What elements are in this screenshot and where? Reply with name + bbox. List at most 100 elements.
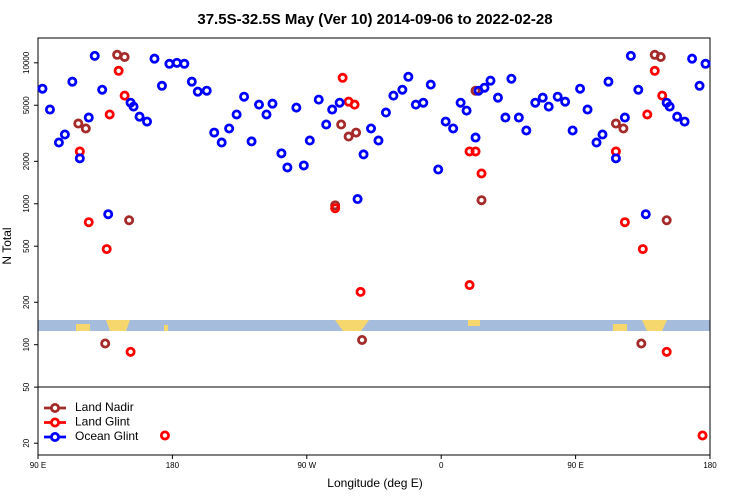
- point: [513, 112, 524, 123]
- point: [124, 215, 135, 226]
- legend-label: Land Glint: [75, 415, 130, 429]
- point: [231, 109, 242, 120]
- point: [352, 194, 363, 205]
- point: [357, 334, 368, 345]
- point: [171, 57, 182, 68]
- point: [334, 97, 345, 108]
- point: [119, 51, 130, 62]
- point: [349, 99, 360, 110]
- point: [455, 97, 466, 108]
- point: [330, 203, 341, 214]
- point: [492, 92, 503, 103]
- point: [101, 244, 112, 255]
- land-strip: [38, 320, 710, 331]
- point: [664, 101, 675, 112]
- point: [530, 97, 541, 108]
- point: [80, 123, 91, 134]
- point: [537, 92, 548, 103]
- point: [336, 119, 347, 130]
- point: [373, 135, 384, 146]
- point: [159, 430, 170, 441]
- x-tick-label: 180: [703, 461, 717, 470]
- point: [567, 125, 578, 136]
- point: [470, 146, 481, 157]
- point: [418, 97, 429, 108]
- point: [397, 84, 408, 95]
- point: [355, 286, 366, 297]
- point: [479, 82, 490, 93]
- point: [142, 116, 153, 127]
- point: [603, 76, 614, 87]
- point: [149, 53, 160, 64]
- point: [657, 90, 668, 101]
- y-tick-label: 10000: [22, 51, 31, 74]
- point: [476, 195, 487, 206]
- point: [366, 123, 377, 134]
- point: [358, 149, 369, 160]
- point: [636, 338, 647, 349]
- point: [661, 346, 672, 357]
- y-tick-label: 200: [22, 295, 31, 309]
- point: [74, 153, 85, 164]
- point: [500, 112, 511, 123]
- point: [560, 96, 571, 107]
- point: [97, 84, 108, 95]
- point: [337, 72, 348, 83]
- y-axis-label: N Total: [0, 227, 14, 264]
- point: [448, 123, 459, 134]
- y-tick-label: 500: [22, 239, 31, 253]
- x-tick-label: 180: [166, 461, 180, 470]
- point: [291, 102, 302, 113]
- point: [461, 105, 472, 116]
- point: [216, 137, 227, 148]
- point: [209, 127, 220, 138]
- point: [625, 50, 636, 61]
- point: [610, 153, 621, 164]
- point: [582, 104, 593, 115]
- x-tick-label: 0: [439, 461, 444, 470]
- point: [597, 129, 608, 140]
- legend-marker: [50, 417, 61, 428]
- point: [104, 109, 115, 120]
- point: [239, 91, 250, 102]
- point: [44, 104, 55, 115]
- point: [59, 129, 70, 140]
- y-tick-label: 2000: [22, 152, 31, 170]
- point: [575, 83, 586, 94]
- point: [267, 98, 278, 109]
- point: [591, 137, 602, 148]
- y-tick-label: 5000: [22, 96, 31, 114]
- point: [89, 50, 100, 61]
- point: [697, 430, 708, 441]
- point: [128, 101, 139, 112]
- point: [164, 58, 175, 69]
- point: [552, 91, 563, 102]
- point: [125, 346, 136, 357]
- point: [246, 136, 257, 147]
- legend-label: Land Nadir: [75, 400, 134, 414]
- legend-label: Ocean Glint: [75, 429, 139, 443]
- point: [433, 164, 444, 175]
- x-tick-label: 90 E: [30, 461, 46, 470]
- point: [543, 101, 554, 112]
- point: [403, 71, 414, 82]
- point: [37, 83, 48, 94]
- point: [661, 215, 672, 226]
- y-tick-label: 20: [22, 438, 31, 447]
- legend-marker: [50, 431, 61, 442]
- point: [640, 209, 651, 220]
- point: [380, 107, 391, 118]
- point: [464, 280, 475, 291]
- point: [619, 217, 630, 228]
- plot-frame: [37, 37, 711, 456]
- point: [53, 137, 64, 148]
- point: [679, 116, 690, 127]
- point: [687, 53, 698, 64]
- x-tick-label: 90 W: [297, 461, 316, 470]
- y-tick-label: 50: [22, 382, 31, 391]
- point: [254, 99, 265, 110]
- point: [67, 76, 78, 87]
- point: [282, 162, 293, 173]
- point: [103, 209, 114, 220]
